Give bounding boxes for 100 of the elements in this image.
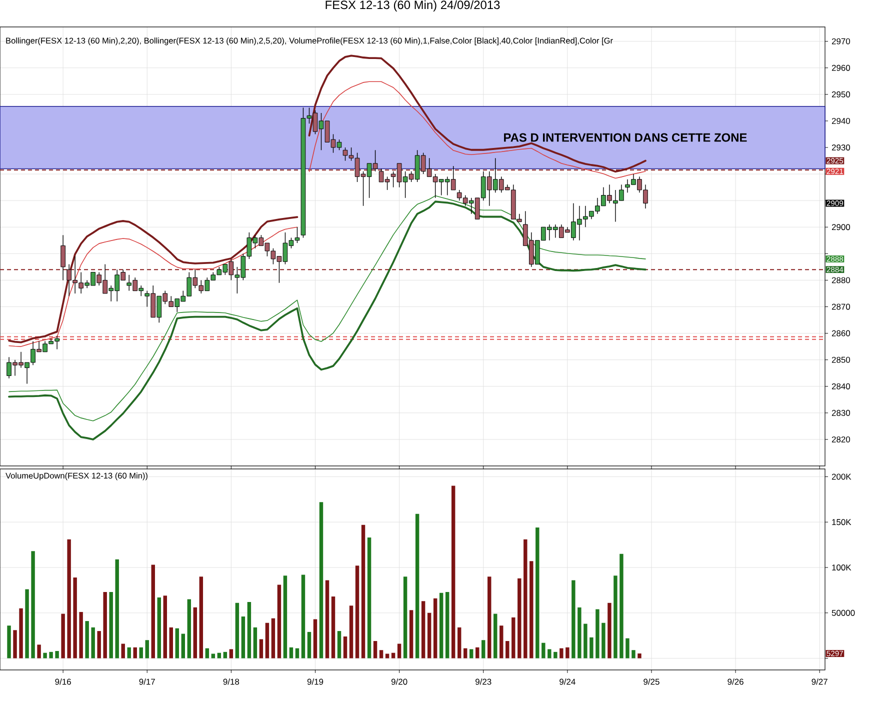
bar	[31, 551, 35, 658]
bar	[427, 612, 432, 658]
bar	[127, 647, 131, 658]
bar	[109, 592, 113, 658]
bar	[554, 652, 558, 658]
bar	[445, 592, 450, 658]
x-tick-label: 9/27	[812, 678, 828, 685]
bar	[433, 598, 438, 658]
bar	[439, 592, 444, 658]
bar	[361, 524, 366, 658]
bar	[373, 641, 378, 658]
bar	[43, 652, 47, 658]
bar	[548, 649, 552, 658]
bar	[409, 610, 414, 658]
bar	[421, 601, 426, 658]
y-tick-label: 200K	[832, 474, 852, 480]
bar	[590, 637, 594, 658]
bar	[494, 614, 498, 658]
bar	[608, 602, 612, 658]
bar	[295, 648, 300, 658]
bar	[343, 636, 348, 658]
bar	[259, 639, 264, 658]
bar	[61, 614, 65, 658]
bar	[145, 640, 149, 658]
bar	[181, 634, 186, 658]
bar	[55, 651, 59, 658]
y-tick-label: 150K	[832, 519, 852, 526]
bar	[530, 561, 534, 658]
bar	[265, 622, 270, 658]
bar	[632, 650, 636, 658]
x-tick-label: 9/23	[476, 678, 492, 685]
bar	[271, 618, 276, 658]
bar	[217, 652, 222, 658]
y-tick-label: 2860	[832, 330, 850, 336]
y-tick-label: 2820	[832, 436, 850, 442]
bar	[469, 649, 474, 658]
y-tick-label: 2840	[832, 383, 850, 390]
bar	[367, 538, 372, 658]
x-tick-label: 9/26	[728, 678, 744, 685]
bar	[307, 632, 312, 658]
bar	[463, 648, 468, 658]
y-tick-label: 50000	[832, 610, 855, 616]
bar	[457, 627, 462, 658]
bar	[313, 619, 318, 658]
bar	[385, 654, 390, 658]
bar	[506, 641, 510, 658]
bar	[379, 650, 384, 658]
bar	[638, 653, 642, 658]
bar	[289, 647, 294, 658]
bar	[596, 609, 600, 658]
bar	[151, 564, 155, 658]
bar	[331, 596, 336, 658]
x-tick-label: 9/25	[644, 678, 660, 685]
bar	[85, 621, 89, 658]
bar	[542, 642, 546, 658]
y-tick-label: 2880	[832, 277, 850, 284]
x-tick-label: 9/24	[560, 678, 576, 685]
bar	[500, 626, 504, 658]
bar	[211, 654, 216, 658]
bar	[518, 578, 522, 658]
chart-title: VolumeUpDown(FESX 12-13 (60 Min))	[6, 472, 148, 480]
bar	[397, 644, 402, 658]
y-tick-label: 2830	[832, 410, 850, 416]
bar	[572, 580, 576, 658]
bar	[337, 631, 342, 658]
bar	[277, 584, 282, 658]
bar	[19, 608, 23, 658]
bar	[49, 652, 53, 658]
bar	[253, 627, 258, 658]
bar	[241, 616, 246, 658]
bar	[319, 502, 324, 658]
bar	[614, 576, 618, 658]
x-tick-label: 9/18	[223, 678, 240, 685]
bar	[536, 528, 540, 658]
bar	[223, 652, 228, 658]
bar	[25, 589, 29, 658]
bar	[97, 631, 101, 658]
bar	[620, 554, 624, 658]
bar	[169, 627, 173, 658]
bar	[391, 652, 396, 658]
bar	[566, 647, 570, 658]
x-tick-label: 9/17	[139, 678, 155, 685]
bar	[415, 514, 420, 658]
bar	[283, 576, 288, 658]
bar	[73, 577, 77, 658]
bar	[602, 622, 606, 658]
bar	[133, 647, 137, 658]
bar	[103, 592, 107, 658]
bar	[163, 596, 167, 658]
bar	[175, 628, 179, 658]
bar	[301, 574, 306, 658]
bar	[626, 638, 630, 658]
x-tick-label: 9/19	[307, 678, 324, 685]
bar	[325, 580, 330, 658]
bar	[115, 559, 119, 658]
bar	[355, 566, 360, 658]
bar	[578, 607, 582, 658]
bar	[488, 576, 492, 658]
x-tick-label: 9/20	[391, 678, 408, 685]
bar	[349, 606, 354, 658]
